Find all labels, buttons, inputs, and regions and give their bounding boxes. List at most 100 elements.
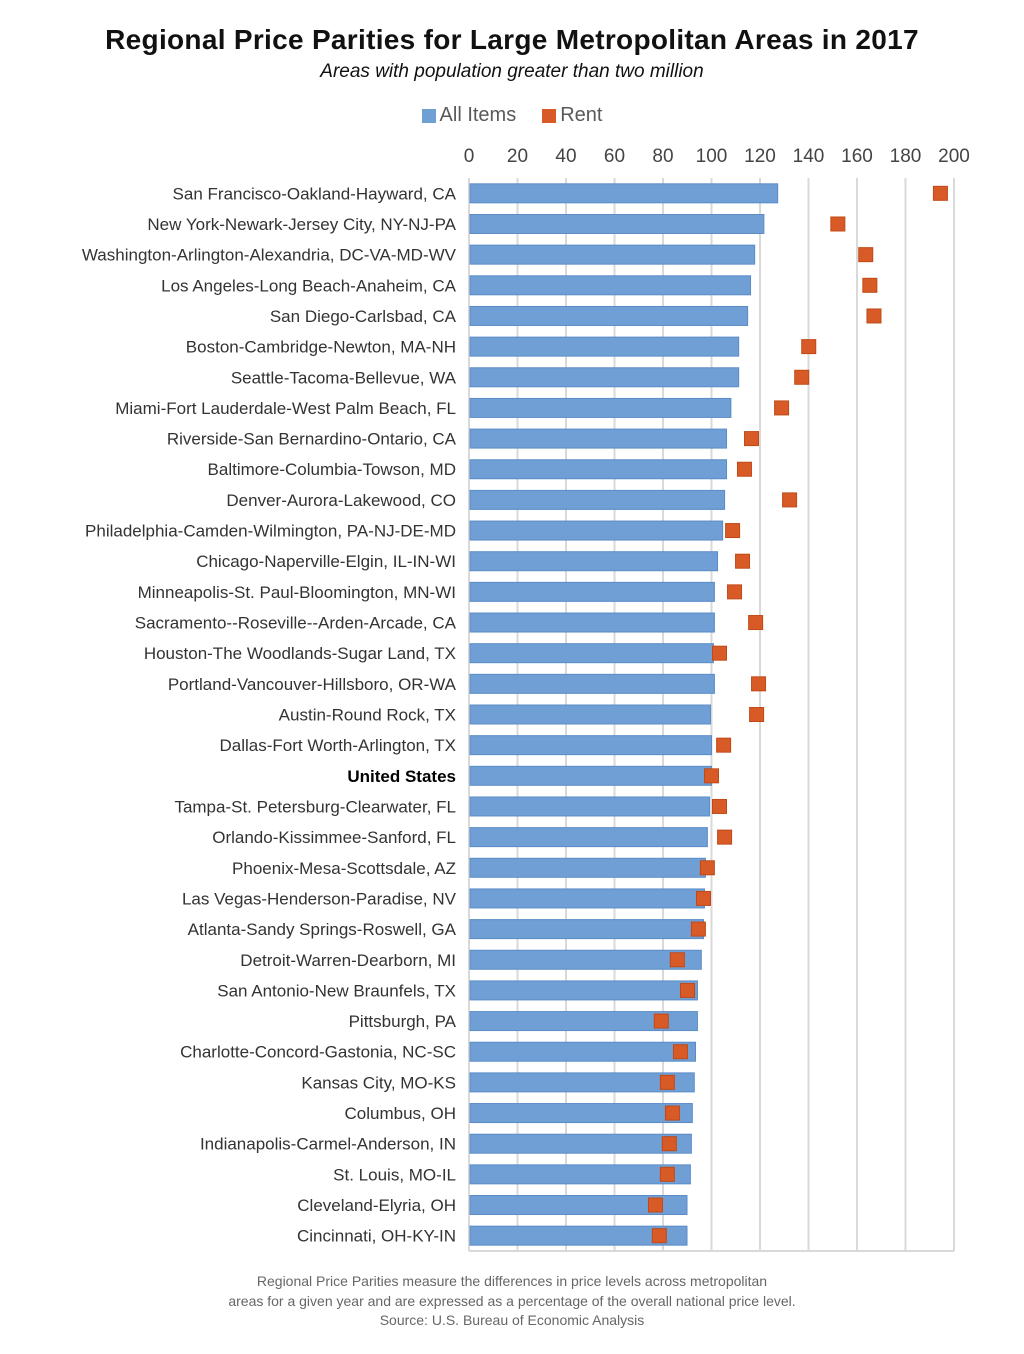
bar-all-items (469, 1195, 688, 1216)
marker-rent (653, 1013, 669, 1029)
marker-rent (932, 185, 948, 201)
category-label: Orlando-Kissimmee-Sanford, FL (212, 828, 456, 847)
bar-all-items (469, 428, 728, 449)
marker-rent (748, 615, 764, 631)
bar-all-items (469, 367, 740, 388)
marker-rent (727, 584, 743, 600)
category-label: Cleveland-Elyria, OH (297, 1196, 456, 1215)
category-label: Phoenix-Mesa-Scottsdale, AZ (232, 859, 456, 878)
bar-all-items (469, 980, 698, 1001)
category-label: Chicago-Naperville-Elgin, IL-IN-WI (196, 552, 456, 571)
bar-all-items (469, 520, 724, 541)
marker-rent (782, 492, 798, 508)
marker-rent (717, 829, 733, 845)
marker-rent (672, 1044, 688, 1060)
bar-all-items (469, 857, 706, 878)
x-tick-label: 160 (841, 146, 873, 167)
marker-rent (866, 308, 882, 324)
footnote-line-2: areas for a given year and are expressed… (228, 1292, 796, 1309)
marker-rent (651, 1228, 667, 1244)
marker-rent (716, 737, 732, 753)
footnote-source: Source: U.S. Bureau of Economic Analysis (379, 1312, 645, 1328)
category-label: United States (347, 767, 456, 786)
bar-all-items (469, 213, 765, 234)
marker-rent (725, 523, 741, 539)
chart-title: Regional Price Parities for Large Metrop… (105, 24, 919, 55)
bar-all-items (469, 459, 728, 480)
marker-rent (736, 461, 752, 477)
bar-all-items (469, 1133, 692, 1154)
bar-all-items (469, 397, 732, 418)
marker-rent (862, 277, 878, 293)
category-label: San Diego-Carlsbad, CA (270, 307, 457, 326)
bar-all-items (469, 673, 715, 694)
x-tick-label: 120 (744, 146, 776, 167)
category-label: Tampa-St. Petersburg-Clearwater, FL (174, 797, 456, 816)
category-label: Columbus, OH (345, 1104, 456, 1123)
bar-all-items (469, 796, 711, 817)
category-label: San Antonio-New Braunfels, TX (217, 981, 456, 1000)
category-label: Atlanta-Sandy Springs-Roswell, GA (188, 920, 457, 939)
marker-rent (751, 676, 767, 692)
marker-rent (735, 553, 751, 569)
chart-subtitle: Areas with population greater than two m… (320, 61, 704, 82)
category-label: Pittsburgh, PA (349, 1012, 457, 1031)
bar-all-items (469, 1072, 695, 1093)
category-label: Cincinnati, OH-KY-IN (297, 1227, 456, 1246)
x-tick-label: 20 (507, 146, 528, 167)
category-label: Miami-Fort Lauderdale-West Palm Beach, F… (115, 399, 456, 418)
marker-rent (659, 1074, 675, 1090)
legend-item-rent: Rent (542, 104, 602, 127)
marker-rent (647, 1197, 663, 1213)
category-label: Las Vegas-Henderson-Paradise, NV (182, 889, 457, 908)
bar-all-items (469, 244, 756, 265)
bar-all-items (469, 735, 712, 756)
marker-rent (664, 1105, 680, 1121)
x-tick-label: 100 (696, 146, 728, 167)
category-label: Baltimore-Columbia-Towson, MD (208, 460, 456, 479)
marker-rent (858, 247, 874, 263)
legend-label-all-items: All Items (439, 104, 517, 126)
marker-rent (659, 1166, 675, 1182)
category-label: St. Louis, MO-IL (333, 1165, 456, 1184)
category-label: Dallas-Fort Worth-Arlington, TX (220, 736, 457, 755)
marker-rent (749, 707, 765, 722)
category-label: Indianapolis-Carmel-Anderson, IN (200, 1135, 456, 1154)
bar-all-items (469, 919, 704, 940)
legend-swatch-all-items (421, 108, 436, 123)
x-tick-label: 40 (555, 146, 576, 167)
bar-all-items (469, 336, 740, 357)
category-label: Riverside-San Bernardino-Ontario, CA (167, 430, 457, 449)
bar-all-items (469, 704, 712, 725)
category-label: Kansas City, MO-KS (301, 1073, 456, 1092)
category-label: Washington-Arlington-Alexandria, DC-VA-M… (82, 246, 457, 265)
marker-rent (794, 369, 810, 385)
bar-all-items (469, 949, 702, 970)
bar-all-items (469, 888, 705, 909)
x-tick-label: 180 (890, 146, 922, 167)
legend-swatch-rent (542, 108, 557, 123)
marker-rent (679, 982, 695, 998)
category-label: Los Angeles-Long Beach-Anaheim, CA (161, 276, 457, 295)
bar-all-items (469, 612, 715, 633)
bar-all-items (469, 305, 749, 326)
x-tick-label: 60 (604, 146, 625, 167)
marker-rent (801, 339, 817, 355)
category-label: Boston-Cambridge-Newton, MA-NH (186, 338, 456, 357)
footnote-line-1: Regional Price Parities measure the diff… (256, 1273, 768, 1289)
bar-all-items (469, 643, 714, 664)
category-label: Sacramento--Roseville--Arden-Arcade, CA (135, 614, 457, 633)
marker-rent (704, 768, 719, 784)
bar-all-items (469, 183, 779, 204)
marker-rent (712, 645, 728, 661)
marker-rent (774, 400, 790, 416)
category-label: Detroit-Warren-Dearborn, MI (240, 951, 456, 970)
legend: All Items Rent (0, 104, 1024, 127)
legend-item-all-items: All Items (421, 104, 517, 127)
category-label: Austin-Round Rock, TX (279, 706, 456, 725)
bar-all-items (469, 275, 752, 296)
x-tick-label: 0 (464, 146, 475, 167)
bar-all-items (469, 489, 726, 510)
marker-rent (661, 1136, 677, 1152)
